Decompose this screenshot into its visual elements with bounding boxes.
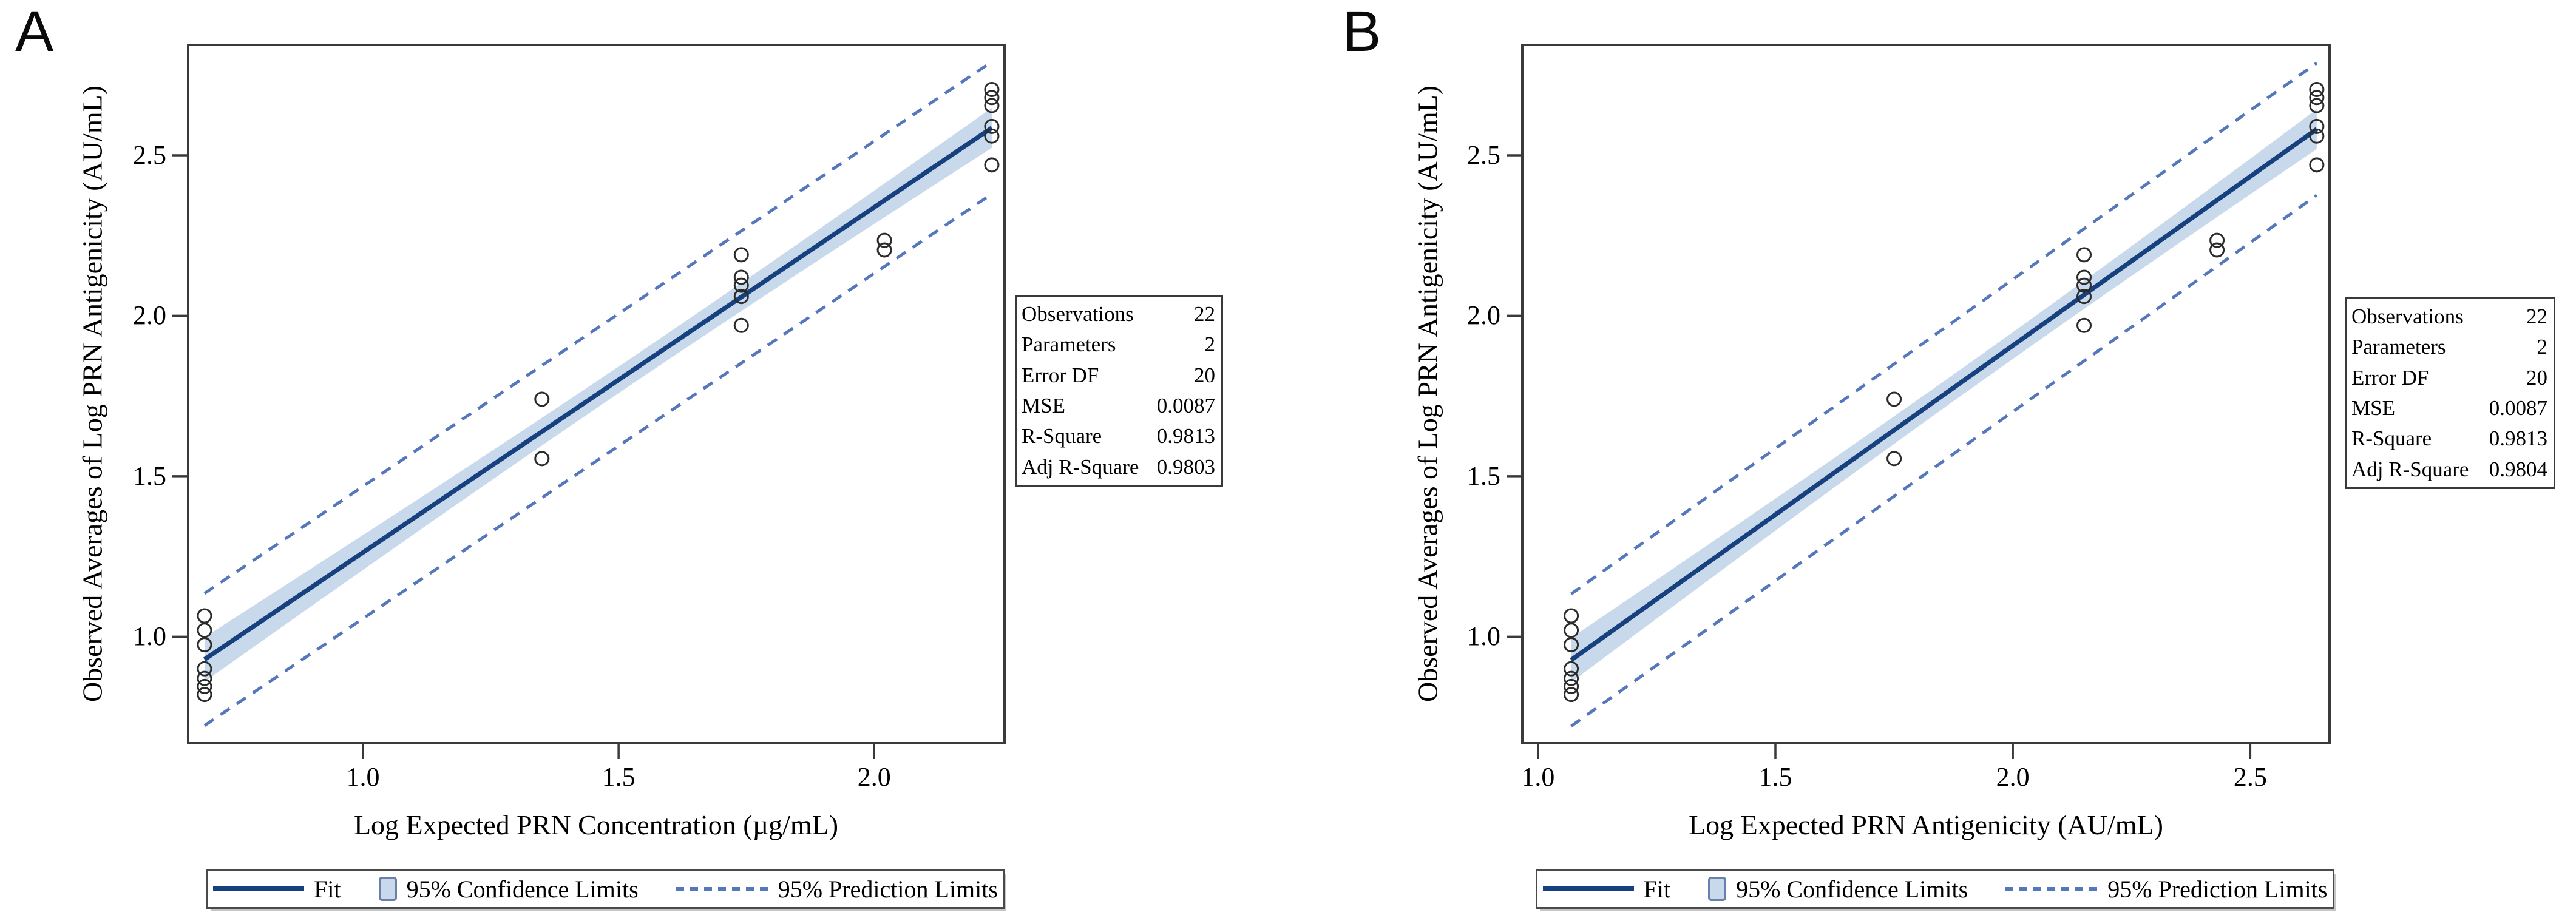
x-tick-label: 1.0: [1521, 762, 1555, 792]
stat-label: Error DF: [2351, 365, 2429, 390]
stat-label: Adj R-Square: [1022, 454, 1139, 479]
stats-row: Observations 22: [1022, 302, 1215, 326]
x-tick-label: 1.0: [346, 762, 380, 792]
y-tick-label: 1.5: [1467, 461, 1500, 491]
fit-line-sample: [213, 886, 305, 891]
stats-row: Observations 22: [2351, 305, 2547, 329]
y-tick-label: 1.0: [133, 621, 166, 652]
y-tick-label: 2.5: [1467, 140, 1500, 170]
stat-label: MSE: [2351, 396, 2395, 420]
stats-row: Error DF 20: [2351, 366, 2547, 390]
legend-item-prediction: 95% Prediction Limits: [676, 875, 998, 903]
legend-label: 95% Confidence Limits: [1736, 875, 1968, 903]
legend-panel-b: Fit 95% Confidence Limits 95% Prediction…: [1536, 869, 2334, 909]
stat-value: 20: [2526, 365, 2547, 390]
stat-label: MSE: [1022, 394, 1065, 418]
stat-value: 0.9813: [1156, 424, 1215, 448]
stat-value: 20: [1194, 363, 1215, 387]
legend-label: 95% Prediction Limits: [2107, 875, 2328, 903]
stat-value: 0.0087: [2489, 396, 2547, 420]
stat-value: 0.9804: [2489, 457, 2547, 481]
stat-value: 0.9813: [2489, 427, 2547, 451]
y-tick-label: 1.5: [133, 461, 166, 491]
y-tick-label: 2.0: [1467, 300, 1500, 331]
confidence-band-swatch: [1708, 877, 1727, 901]
stats-row: Adj R-Square 0.9804: [2351, 457, 2547, 482]
stat-label: Parameters: [2351, 335, 2446, 359]
x-tick-label: 2.0: [857, 762, 891, 792]
stat-label: Parameters: [1022, 332, 1116, 357]
stats-row: Error DF 20: [1022, 363, 1215, 388]
stats-row: MSE 0.0087: [1022, 394, 1215, 418]
confidence-band-swatch: [378, 877, 397, 901]
stats-row: MSE 0.0087: [2351, 396, 2547, 420]
legend-item-confidence: 95% Confidence Limits: [378, 875, 639, 903]
legend-label: Fit: [314, 875, 341, 903]
stat-value: 22: [2526, 305, 2547, 329]
stat-value: 22: [1194, 302, 1215, 326]
stat-label: Adj R-Square: [2351, 457, 2469, 481]
x-tick-label: 1.5: [1758, 762, 1792, 792]
legend-panel-a: Fit 95% Confidence Limits 95% Prediction…: [206, 869, 1005, 909]
legend-item-prediction: 95% Prediction Limits: [2005, 875, 2327, 903]
stats-row: R-Square 0.9813: [2351, 427, 2547, 451]
x-axis-title-panel-b: Log Expected PRN Antigenicity (AU/mL): [1689, 809, 2163, 840]
legend-item-fit: Fit: [1542, 875, 1671, 903]
stat-value: 0.0087: [1156, 394, 1215, 418]
stat-label: R-Square: [1022, 424, 1102, 448]
stat-value: 2: [2537, 335, 2548, 359]
x-tick-label: 1.5: [602, 762, 636, 792]
y-axis-title-panel-b: Observed Averages of Log PRN Antigenicit…: [1412, 85, 1443, 703]
x-axis-title-panel-a: Log Expected PRN Concentration (µg/mL): [353, 809, 839, 840]
x-tick-label: 2.5: [2233, 762, 2267, 792]
legend-label: Fit: [1643, 875, 1671, 903]
stats-row: Parameters 2: [1022, 332, 1215, 357]
y-axis-title-panel-a: Observed Averages of Log PRN Antigenicit…: [76, 85, 108, 703]
stat-label: R-Square: [2351, 427, 2432, 451]
fit-statistics-table-panel-a: Observations 22 Parameters 2 Error DF 20…: [1015, 295, 1223, 487]
panel-a-label: A: [15, 0, 54, 64]
stats-row: R-Square 0.9813: [1022, 424, 1215, 448]
fit-statistics-table-panel-b: Observations 22 Parameters 2 Error DF 20…: [2345, 297, 2555, 489]
stat-value: 2: [1204, 332, 1216, 357]
legend-item-confidence: 95% Confidence Limits: [1708, 875, 1968, 903]
panel-b-label: B: [1343, 0, 1381, 64]
legend-label: 95% Confidence Limits: [406, 875, 639, 903]
stat-value: 0.9803: [1156, 454, 1215, 479]
stats-row: Adj R-Square 0.9803: [1022, 455, 1215, 479]
stat-label: Observations: [1022, 302, 1134, 326]
legend-item-fit: Fit: [213, 875, 341, 903]
stats-row: Parameters 2: [2351, 335, 2547, 359]
fit-line-sample: [1542, 886, 1634, 891]
prediction-dash-sample: [2005, 887, 2098, 891]
y-tick-label: 2.0: [133, 300, 166, 331]
x-tick-label: 2.0: [1996, 762, 2030, 792]
prediction-dash-sample: [676, 887, 768, 891]
y-tick-label: 2.5: [133, 140, 166, 170]
stat-label: Error DF: [1022, 363, 1099, 387]
y-tick-label: 1.0: [1467, 621, 1500, 652]
stat-label: Observations: [2351, 305, 2464, 329]
legend-label: 95% Prediction Limits: [778, 875, 998, 903]
